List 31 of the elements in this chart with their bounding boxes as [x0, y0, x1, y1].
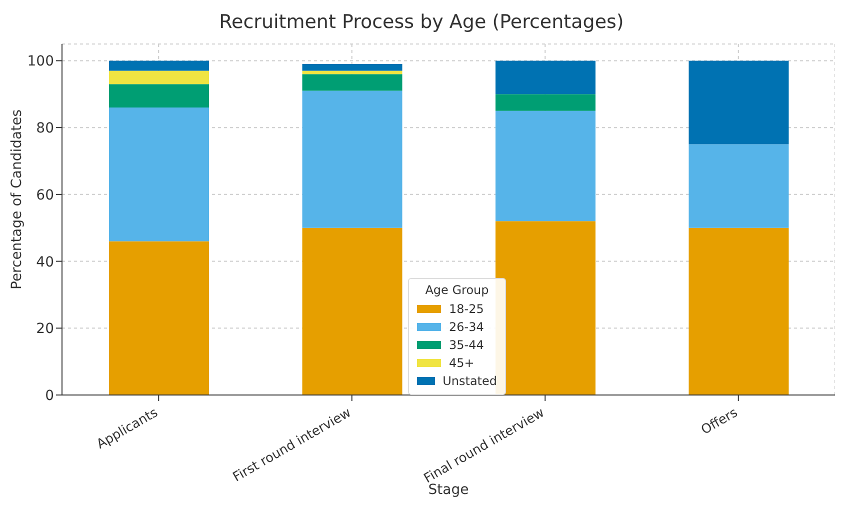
bar [109, 60, 209, 71]
bar [688, 60, 789, 144]
bar [688, 228, 789, 395]
y-axis-title: Percentage of Candidates [8, 109, 25, 290]
bar [302, 228, 402, 395]
bar [302, 90, 402, 228]
bar [496, 60, 596, 94]
bar [109, 241, 209, 395]
bar [302, 64, 402, 71]
bar [496, 94, 596, 111]
bar [688, 144, 789, 228]
legend-label: Unstated [442, 374, 497, 388]
y-tick-label: 40 [36, 254, 54, 270]
y-tick-label: 0 [45, 388, 54, 404]
bar [302, 70, 402, 74]
legend-label: 35-44 [449, 338, 484, 352]
bar [109, 70, 209, 84]
y-tick-label: 80 [36, 120, 54, 137]
bar [496, 110, 596, 222]
bar [109, 84, 209, 108]
legend-title: Age Group [424, 283, 490, 297]
legend-label: 26-34 [449, 320, 484, 334]
x-axis-title: Stage [428, 482, 469, 498]
legend-label: 18-25 [449, 302, 484, 316]
bar [302, 74, 402, 91]
bar [109, 108, 209, 242]
y-tick-label: 100 [27, 54, 54, 70]
legend-label: 45+ [449, 356, 474, 370]
chart-title: Recruitment Process by Age (Percentages) [218, 10, 625, 35]
y-tick-label: 60 [36, 187, 54, 204]
y-tick-label: 20 [36, 321, 54, 338]
